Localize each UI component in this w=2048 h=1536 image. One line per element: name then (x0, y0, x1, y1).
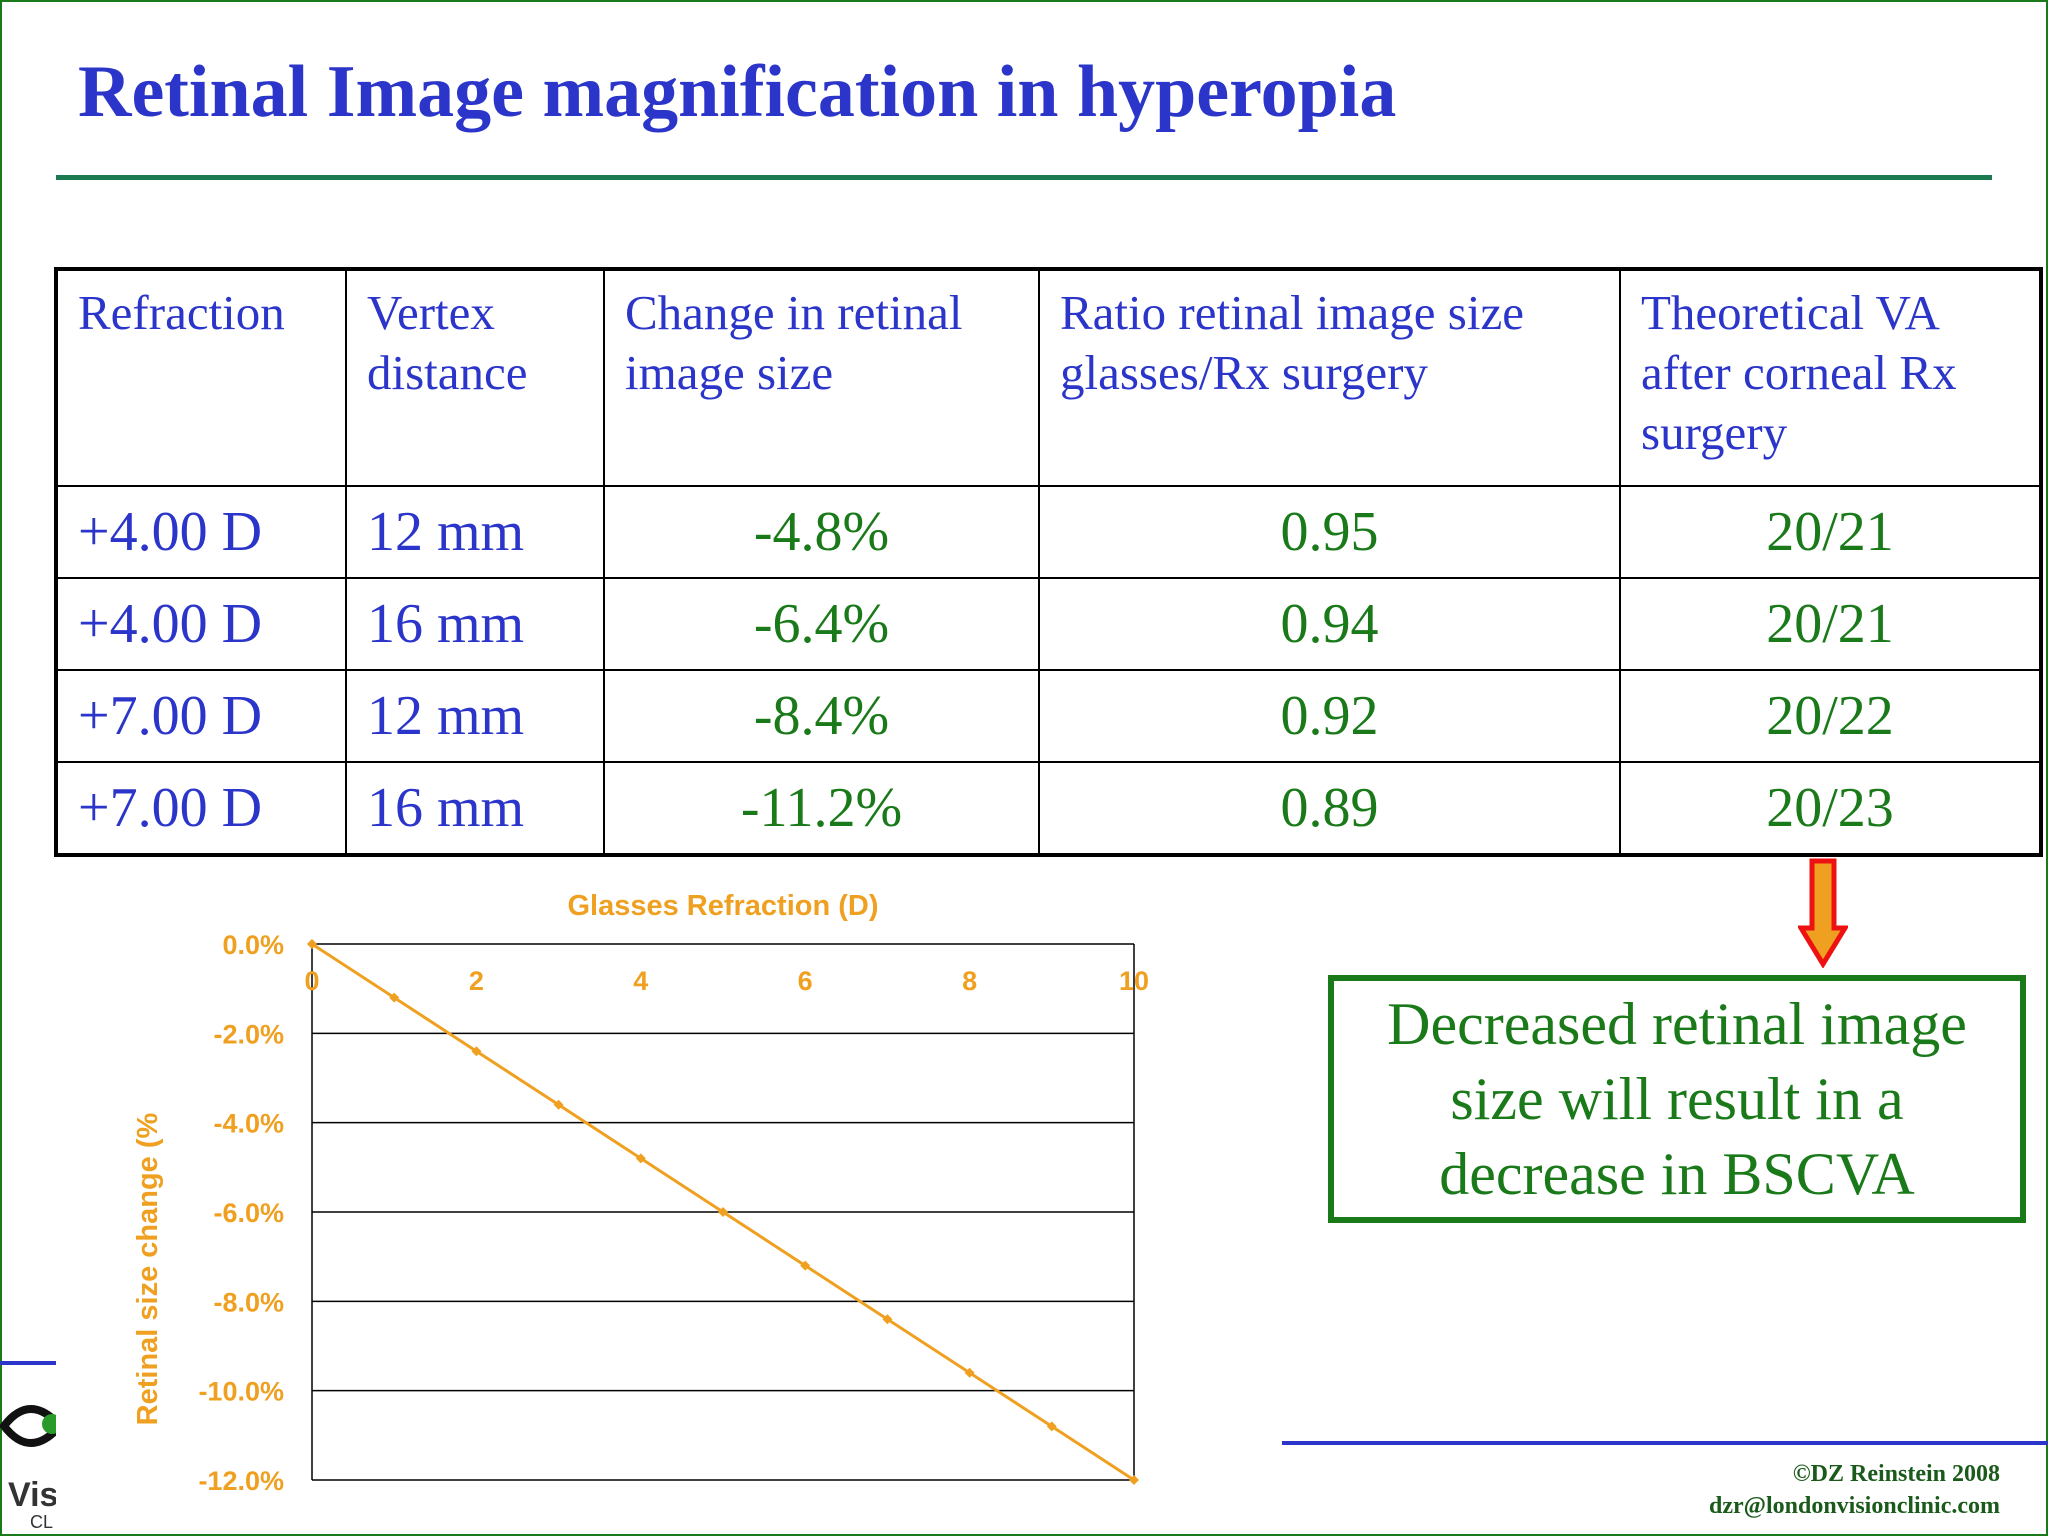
chart-x-tick-label: 6 (798, 966, 813, 996)
chart-y-axis-label: Retinal size change (% (132, 1112, 164, 1425)
va-cell: 20/21 (1619, 577, 2042, 671)
footer-divider (1282, 1441, 2048, 1445)
slide-title: Retinal Image magnification in hyperopia (78, 51, 1397, 133)
table-row: +7.00 D 12 mm -8.4% 0.92 20/22 (55, 669, 2042, 763)
refraction-cell: +7.00 D (55, 669, 347, 763)
ratio-cell: 0.89 (1038, 761, 1621, 856)
eye-logo-icon (0, 1405, 56, 1447)
chart-y-tick-label: -2.0% (213, 1019, 284, 1049)
email-text: dzr@londonvisionclinic.com (1708, 1493, 2000, 1519)
chart-data-point (471, 1046, 482, 1057)
chart-data-point (964, 1367, 975, 1378)
left-divider (0, 1361, 56, 1365)
table-row: +4.00 D 16 mm -6.4% 0.94 20/21 (55, 577, 2042, 671)
chart-series (307, 939, 1139, 1485)
chart-y-tick-label: -4.0% (213, 1109, 284, 1139)
chart-data-point (307, 939, 317, 949)
copyright-text: ©DZ Reinstein 2008 (1792, 1461, 2000, 1487)
ratio-cell: 0.94 (1038, 577, 1621, 671)
change-cell: -6.4% (603, 577, 1040, 671)
chart-y-tick-labels: 0.0% -2.0% -4.0% -6.0% -8.0% -10.0% -12.0% (198, 930, 284, 1496)
va-cell: 20/21 (1619, 485, 2042, 579)
ratio-cell: 0.92 (1038, 669, 1621, 763)
title-divider (56, 175, 1992, 180)
refraction-cell: +7.00 D (55, 761, 347, 856)
change-cell: -4.8% (603, 485, 1040, 579)
change-cell: -8.4% (603, 669, 1040, 763)
chart-y-tick-label: -12.0% (198, 1466, 284, 1496)
change-cell: -11.2% (603, 761, 1040, 856)
chart-y-tick-label: 0.0% (222, 930, 284, 960)
chart-data-point (718, 1207, 728, 1217)
logo-text: Vis (8, 1476, 56, 1514)
va-cell: 20/22 (1619, 669, 2042, 763)
chart-x-tick-label: 10 (1119, 966, 1149, 996)
vertex-cell: 16 mm (345, 761, 605, 856)
vertex-cell: 12 mm (345, 485, 605, 579)
logo-subtext: CL (30, 1512, 54, 1532)
chart-y-tick-label: -6.0% (213, 1198, 284, 1228)
footer: ©DZ Reinstein 2008 dzr@londonvisionclini… (1709, 1458, 2000, 1522)
down-arrow-icon (1798, 858, 1848, 968)
chart-x-axis-label: Glasses Refraction (D) (567, 890, 878, 922)
refraction-cell: +4.00 D (55, 577, 347, 671)
chart-x-tick-label: 2 (469, 966, 484, 996)
chart-data-point (800, 1260, 811, 1271)
header-cell: Change in retinal image size (603, 268, 1040, 487)
conclusion-callout: Decreased retinal image size will result… (1328, 975, 2026, 1223)
vertex-cell: 12 mm (345, 669, 605, 763)
chart-data-point (1129, 1475, 1139, 1485)
header-cell: Vertex distance (345, 268, 605, 487)
chart-x-tick-label: 4 (633, 966, 648, 996)
table-header-row: Refraction Vertex distance Change in ret… (55, 268, 2042, 487)
magnification-table: Refraction Vertex distance Change in ret… (54, 267, 2043, 857)
vertex-cell: 16 mm (345, 577, 605, 671)
chart-data-point (1046, 1421, 1057, 1432)
chart-data-point (553, 1099, 564, 1110)
header-cell: Ratio retinal image size glasses/Rx surg… (1038, 268, 1621, 487)
chart-data-point (635, 1153, 646, 1164)
chart-axes (311, 944, 1135, 1480)
table-row: +4.00 D 12 mm -4.8% 0.95 20/21 (55, 485, 2042, 579)
header-cell: Refraction (55, 268, 347, 487)
refraction-cell: +4.00 D (55, 485, 347, 579)
table-row: +7.00 D 16 mm -11.2% 0.89 20/23 (55, 761, 2042, 856)
ratio-cell: 0.95 (1038, 485, 1621, 579)
chart-y-tick-label: -8.0% (213, 1287, 284, 1317)
chart-x-tick-label: 0 (304, 966, 319, 996)
va-cell: 20/23 (1619, 761, 2042, 856)
chart-data-point (389, 992, 400, 1003)
clinic-logo: Vis CL (0, 1380, 56, 1536)
chart-x-tick-label: 8 (962, 966, 977, 996)
retinal-size-chart: 0.0% -2.0% -4.0% -6.0% -8.0% -10.0% -12.0% 0 2 4… (132, 890, 1149, 1496)
chart-x-tick-labels: 0 2 4 6 8 10 (304, 966, 1149, 996)
chart-data-point (882, 1314, 893, 1325)
header-cell: Theoretical VA after corneal Rx surgery (1619, 268, 2042, 487)
chart-y-tick-label: -10.0% (198, 1377, 284, 1407)
